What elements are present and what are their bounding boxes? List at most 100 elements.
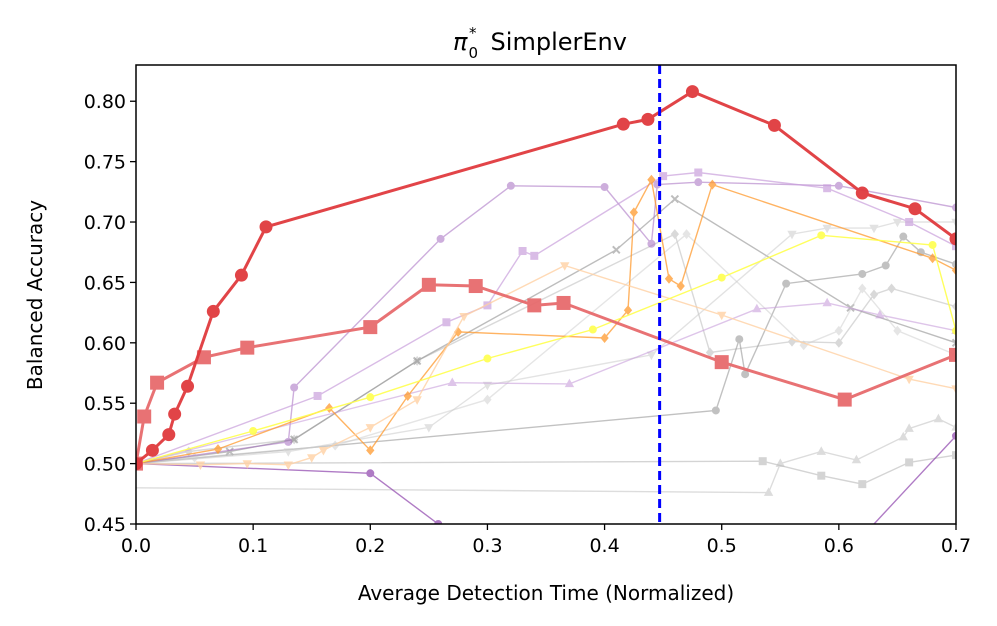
data-point xyxy=(518,247,527,256)
data-point xyxy=(403,390,412,401)
data-point xyxy=(763,487,774,496)
y-tick-label: 0.45 xyxy=(84,514,126,536)
data-point xyxy=(881,261,890,270)
data-point xyxy=(951,301,956,312)
data-point xyxy=(869,224,879,234)
series-lightgray-square xyxy=(136,451,956,489)
data-point xyxy=(851,454,862,464)
x-axis-label: Average Detection Time (Normalized) xyxy=(358,581,734,605)
data-point xyxy=(136,457,143,471)
data-point xyxy=(708,179,717,190)
series-lightgray-down xyxy=(136,218,956,465)
series-line xyxy=(136,264,956,466)
data-point xyxy=(858,480,867,489)
data-point xyxy=(670,229,680,240)
data-point xyxy=(887,283,896,294)
data-point xyxy=(834,337,844,348)
data-point xyxy=(952,451,956,460)
data-point xyxy=(928,240,937,249)
series-group xyxy=(136,65,956,524)
data-point xyxy=(181,379,195,393)
series-line xyxy=(136,234,956,465)
series-purple-circle xyxy=(136,178,956,465)
data-point xyxy=(951,385,956,394)
data-point xyxy=(612,245,621,255)
data-point xyxy=(459,312,469,322)
x-tick-label: 0.0 xyxy=(121,535,151,557)
data-point xyxy=(928,253,937,264)
data-point xyxy=(858,283,867,294)
data-point xyxy=(447,377,457,386)
data-point xyxy=(822,297,832,307)
data-point xyxy=(530,251,539,260)
data-point xyxy=(366,445,375,456)
data-point xyxy=(822,224,832,234)
data-point xyxy=(694,168,703,177)
data-point xyxy=(951,265,956,276)
data-point xyxy=(816,446,826,455)
data-point xyxy=(363,320,378,335)
x-tick-label: 0.7 xyxy=(941,535,971,557)
y-tick-label: 0.60 xyxy=(84,333,126,355)
data-point xyxy=(412,396,422,405)
data-point xyxy=(676,281,685,292)
data-point xyxy=(623,305,633,316)
data-point xyxy=(168,407,182,421)
data-point xyxy=(434,520,443,524)
data-point xyxy=(758,457,767,466)
data-point xyxy=(933,413,944,423)
data-point xyxy=(249,426,258,435)
data-point xyxy=(875,309,885,319)
data-point xyxy=(952,326,956,335)
data-point xyxy=(782,279,791,288)
data-point xyxy=(483,354,492,363)
y-tick-label: 0.50 xyxy=(84,454,126,476)
x-tick-label: 0.2 xyxy=(355,535,385,557)
data-point xyxy=(952,260,956,269)
data-point xyxy=(714,355,729,370)
data-point xyxy=(195,461,206,471)
data-point xyxy=(711,406,720,415)
data-point xyxy=(421,277,436,292)
data-point xyxy=(664,273,674,284)
data-point xyxy=(482,381,493,391)
data-point xyxy=(834,325,844,336)
data-point xyxy=(259,220,273,234)
series-yellow-line xyxy=(136,231,956,465)
x-tick-label: 0.1 xyxy=(238,535,268,557)
data-point xyxy=(213,444,223,455)
x-tick-label: 0.3 xyxy=(472,535,502,557)
data-point xyxy=(817,231,826,240)
data-point xyxy=(905,458,914,467)
y-tick-label: 0.55 xyxy=(84,393,126,415)
data-point xyxy=(527,298,542,313)
data-point xyxy=(951,218,956,228)
data-point xyxy=(685,85,699,99)
data-point xyxy=(908,202,922,216)
data-point xyxy=(647,239,656,248)
data-point xyxy=(949,232,956,246)
data-point xyxy=(424,424,434,433)
series-line xyxy=(136,235,956,465)
series-line xyxy=(136,171,956,465)
data-point xyxy=(767,118,781,132)
data-point xyxy=(952,203,956,212)
series-purple-square xyxy=(136,168,956,465)
data-point xyxy=(834,181,843,190)
data-point xyxy=(206,304,220,318)
data-point xyxy=(290,383,299,392)
data-point xyxy=(468,279,483,294)
x-tick-label: 0.4 xyxy=(589,535,619,557)
data-point xyxy=(670,194,680,204)
data-point xyxy=(560,262,570,271)
data-point xyxy=(588,325,597,334)
data-point xyxy=(949,347,956,362)
data-point xyxy=(436,234,445,243)
chart-title: π0* SimplerEnv xyxy=(453,24,627,62)
data-point xyxy=(162,428,176,442)
data-point xyxy=(318,447,329,456)
series-red-square xyxy=(136,277,956,471)
data-point xyxy=(412,356,422,366)
series-purple-line xyxy=(136,462,443,524)
